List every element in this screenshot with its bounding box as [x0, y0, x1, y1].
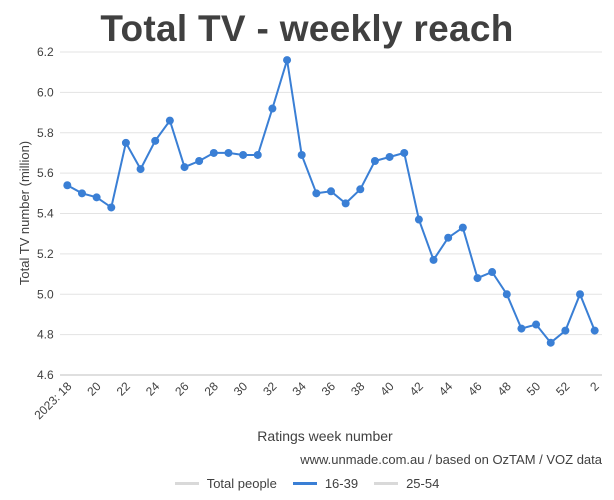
x-tick-label: 42 — [407, 379, 427, 399]
legend-label: Total people — [206, 476, 277, 491]
data-point — [239, 150, 248, 159]
y-tick-label: 5.6 — [37, 166, 54, 180]
y-tick-label: 6.2 — [37, 45, 54, 59]
legend-item-total-people[interactable]: Total people — [174, 476, 277, 491]
data-point — [561, 326, 570, 335]
data-point — [195, 157, 204, 166]
data-point — [502, 290, 511, 299]
legend-item-25-54[interactable]: 25-54 — [374, 476, 439, 491]
x-tick-label: 46 — [465, 379, 485, 399]
source-note: www.unmade.com.au / based on OzTAM / VOZ… — [300, 452, 602, 467]
x-tick-label: 50 — [524, 379, 544, 399]
y-tick-label: 5.0 — [37, 287, 54, 301]
data-point — [532, 320, 541, 329]
y-axis-ticks: 6.2 6.0 5.8 5.6 5.4 5.2 5.0 4.8 4.6 — [37, 45, 54, 382]
x-tick-label: 26 — [172, 379, 192, 399]
data-point — [414, 215, 423, 224]
x-axis-label: Ratings week number — [257, 428, 393, 444]
data-point — [444, 233, 453, 242]
y-tick-label: 5.8 — [37, 126, 54, 140]
y-tick-label: 5.4 — [37, 207, 54, 221]
x-tick-label: 22 — [114, 379, 134, 399]
data-point — [385, 152, 394, 161]
data-point — [517, 324, 526, 333]
legend-swatch — [374, 482, 399, 485]
data-point — [180, 163, 189, 172]
data-point — [136, 165, 145, 174]
series-line-16-39 — [66, 59, 596, 345]
legend-item-16-39[interactable]: 16-39 — [292, 476, 359, 491]
legend-label: 25-54 — [406, 476, 440, 491]
x-tick-label: 38 — [348, 379, 368, 399]
data-point — [356, 185, 365, 194]
y-tick-label: 5.2 — [37, 247, 54, 261]
y-tick-label: 4.8 — [37, 328, 54, 342]
x-tick-label: 44 — [436, 379, 456, 399]
data-points — [63, 56, 599, 347]
x-tick-label: 2023: 18 — [32, 379, 75, 422]
data-point — [77, 189, 86, 198]
chart-title: Total TV - weekly reach — [100, 8, 514, 49]
data-point — [253, 150, 262, 159]
y-tick-label: 6.0 — [37, 85, 54, 99]
data-point — [312, 189, 321, 198]
x-tick-label: 24 — [143, 379, 163, 399]
x-tick-label: 34 — [289, 379, 309, 399]
data-point — [341, 199, 350, 208]
data-point — [370, 157, 379, 166]
data-point — [165, 116, 174, 125]
legend-label: 16-39 — [324, 476, 359, 491]
x-tick-label: 48 — [495, 379, 515, 399]
data-point — [458, 223, 467, 232]
data-point — [63, 181, 72, 190]
x-tick-label: 32 — [260, 379, 280, 399]
data-point — [92, 193, 101, 202]
y-axis-label: Total TV number (million) — [17, 141, 32, 285]
data-point — [590, 326, 599, 335]
x-tick-label: 40 — [377, 379, 397, 399]
data-point — [209, 148, 218, 157]
data-point — [107, 203, 116, 212]
x-tick-label: 28 — [202, 379, 222, 399]
x-tick-label: 20 — [84, 379, 104, 399]
data-point — [400, 148, 409, 157]
legend: Total people 16-39 25-54 — [0, 476, 614, 491]
data-point — [151, 136, 160, 145]
data-point — [121, 138, 130, 147]
data-point — [429, 255, 438, 264]
data-point — [224, 148, 233, 157]
data-point — [576, 290, 585, 299]
data-point — [488, 268, 497, 277]
data-point — [327, 187, 335, 196]
x-axis-ticks: 2023: 18 20 22 24 26 28 30 32 34 36 38 40 42 44 46 48 50… — [32, 379, 603, 422]
legend-swatch — [174, 482, 199, 485]
data-point — [297, 150, 306, 159]
x-tick-label: 30 — [231, 379, 251, 399]
data-point — [473, 274, 482, 283]
legend-swatch — [292, 482, 317, 485]
y-tick-label: 4.6 — [37, 368, 54, 382]
data-point — [546, 338, 555, 347]
x-tick-label: 52 — [553, 379, 573, 399]
x-tick-label: 2 — [587, 379, 602, 394]
gridlines — [60, 51, 602, 336]
data-point — [268, 104, 277, 113]
x-tick-label: 36 — [319, 379, 339, 399]
data-point — [283, 56, 292, 65]
